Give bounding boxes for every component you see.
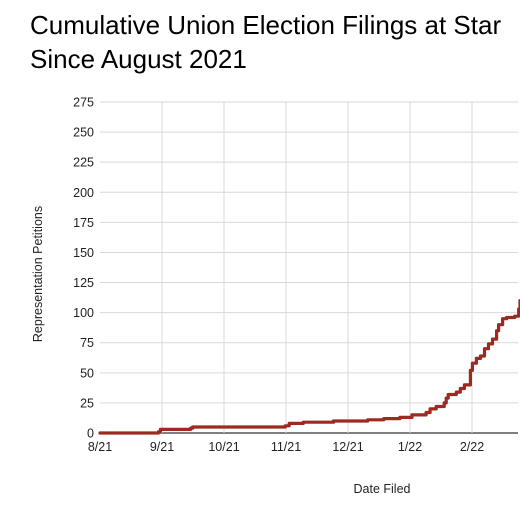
y-tick-label: 250 [73, 126, 94, 140]
y-tick-label: 225 [73, 156, 94, 170]
y-tick-label: 200 [73, 186, 94, 200]
y-axis-ticks: 0 25 50 75 100 125 150 175 200 225 250 275 [73, 96, 94, 441]
x-tick-label: 8/21 [88, 440, 112, 454]
chart-title-line-1: Cumulative Union Election Filings at Sta… [30, 10, 501, 40]
y-tick-label: 50 [80, 366, 94, 380]
x-tick-label: 12/21 [332, 440, 363, 454]
y-tick-label: 100 [73, 306, 94, 320]
y-tick-label: 275 [73, 96, 94, 110]
y-tick-label: 0 [87, 427, 94, 441]
x-tick-label: 10/21 [208, 440, 239, 454]
x-tick-label: 9/21 [150, 440, 174, 454]
x-tick-label: 2/22 [460, 440, 484, 454]
data-series [98, 299, 520, 435]
chart-title-line-2: Since August 2021 [30, 44, 247, 74]
y-tick-label: 75 [80, 336, 94, 350]
x-axis-title: Date Filed [354, 482, 411, 496]
gridlines [100, 101, 518, 434]
y-tick-label: 25 [80, 396, 94, 410]
x-tick-label: 11/21 [271, 440, 301, 454]
y-tick-label: 125 [73, 276, 94, 290]
series-line [98, 299, 520, 435]
y-tick-label: 175 [73, 216, 94, 230]
x-tick-label: 1/22 [398, 440, 422, 454]
y-axis-title: Representation Petitions [31, 206, 45, 342]
y-tick-label: 150 [73, 246, 94, 260]
